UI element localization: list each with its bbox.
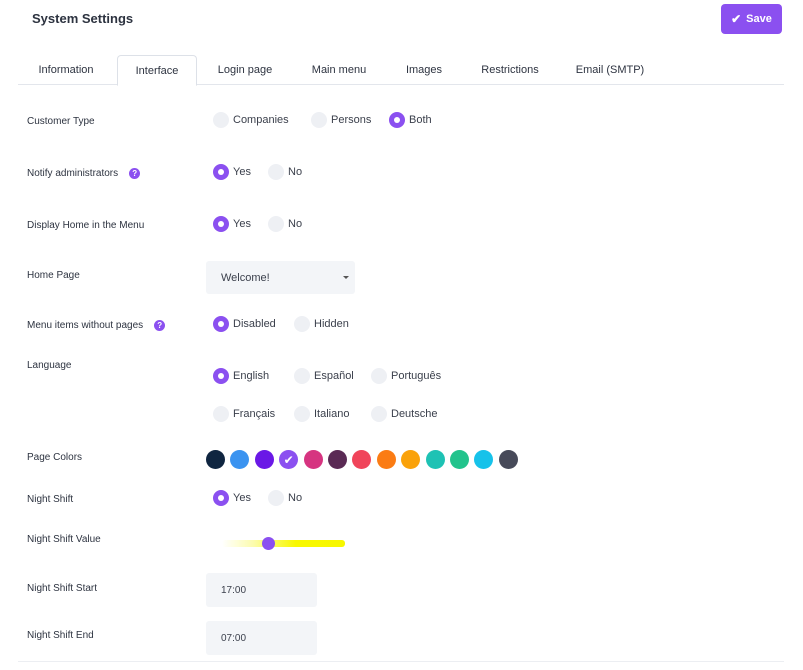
tab-information[interactable]: Information	[38, 64, 94, 76]
radio-circle-selected	[213, 368, 229, 384]
radio-circle	[268, 164, 284, 180]
radio-both[interactable]: Both	[389, 112, 432, 128]
radio-lang-espanol[interactable]: Español	[294, 368, 354, 384]
radio-circle	[268, 490, 284, 506]
radio-circle	[371, 368, 387, 384]
question-icon[interactable]: ?	[154, 320, 166, 331]
color-swatch[interactable]	[328, 450, 347, 469]
question-icon[interactable]: ?	[129, 168, 141, 179]
radio-lang-portugues[interactable]: Português	[371, 368, 441, 384]
radio-lang-italiano[interactable]: Italiano	[294, 406, 349, 422]
color-swatch[interactable]	[498, 450, 518, 469]
radio-lang-english[interactable]: English	[213, 368, 269, 384]
radio-persons[interactable]: Persons	[311, 112, 371, 128]
radio-display-home-no[interactable]: No	[268, 216, 302, 232]
radio-circle	[294, 368, 310, 384]
page-title: System Settings	[32, 11, 134, 26]
radio-circle	[294, 316, 310, 332]
tab-interface[interactable]: Interface	[117, 55, 197, 86]
home-page-label: Home Page	[27, 270, 80, 281]
color-swatch[interactable]	[352, 450, 372, 469]
check-icon: ✔	[731, 12, 742, 26]
night-shift-slider-thumb[interactable]	[262, 537, 276, 550]
display-home-label: Display Home in the Menu	[27, 220, 145, 231]
home-page-value: Welcome!	[221, 271, 270, 284]
color-swatch[interactable]	[450, 450, 469, 469]
color-swatch[interactable]	[474, 450, 494, 469]
radio-notify-yes[interactable]: Yes	[213, 164, 251, 180]
language-label: Language	[27, 360, 72, 371]
radio-circle-selected	[213, 164, 229, 180]
radio-lang-francais[interactable]: Français	[213, 406, 275, 422]
radio-circle	[294, 406, 310, 422]
color-swatch[interactable]	[206, 450, 225, 469]
night-shift-value-label: Night Shift Value	[27, 534, 101, 545]
night-shift-label: Night Shift	[27, 494, 74, 505]
caret-down-icon	[343, 276, 349, 279]
color-swatch[interactable]	[401, 450, 421, 469]
radio-lang-deutsche[interactable]: Deutsche	[371, 406, 437, 422]
radio-circle-selected	[213, 216, 229, 232]
tab-images[interactable]: Images	[405, 64, 443, 76]
radio-circle-selected	[213, 316, 229, 332]
tab-restrictions[interactable]: Restrictions	[481, 64, 539, 76]
radio-circle-selected	[389, 112, 405, 128]
night-shift-start-label: Night Shift Start	[27, 583, 98, 594]
home-page-select[interactable]: Welcome!	[206, 261, 355, 294]
night-shift-slider-track[interactable]	[222, 540, 345, 547]
divider	[18, 661, 784, 662]
tab-email-smtp[interactable]: Email (SMTP)	[575, 64, 645, 76]
tab-login-page[interactable]: Login page	[217, 64, 273, 76]
customer-type-label: Customer Type	[27, 116, 95, 127]
notify-admins-label: Notify administrators?	[27, 168, 141, 179]
tab-main-menu[interactable]: Main menu	[311, 64, 367, 76]
color-swatch[interactable]	[254, 450, 274, 469]
color-swatch[interactable]	[376, 450, 396, 469]
radio-night-shift-yes[interactable]: Yes	[213, 490, 251, 506]
radio-circle	[213, 112, 229, 128]
radio-circle-selected	[213, 490, 229, 506]
settings-tabs: Information Interface Login page Main me…	[18, 55, 784, 86]
color-swatch[interactable]	[230, 450, 250, 469]
color-swatch[interactable]	[303, 450, 323, 469]
radio-circle	[311, 112, 327, 128]
radio-display-home-yes[interactable]: Yes	[213, 216, 251, 232]
radio-circle	[268, 216, 284, 232]
radio-notify-no[interactable]: No	[268, 164, 302, 180]
color-swatch[interactable]	[425, 450, 445, 469]
color-swatch-selected[interactable]: ✔	[279, 450, 299, 469]
save-button-label: Save	[746, 13, 772, 25]
menu-items-label: Menu items without pages?	[27, 320, 166, 331]
night-shift-start-input[interactable]	[206, 573, 317, 607]
night-shift-end-label: Night Shift End	[27, 630, 94, 641]
radio-circle	[371, 406, 387, 422]
radio-menu-disabled[interactable]: Disabled	[213, 316, 276, 332]
radio-night-shift-no[interactable]: No	[268, 490, 302, 506]
page-colors-label: Page Colors	[27, 452, 83, 463]
save-button[interactable]: ✔ Save	[721, 4, 782, 34]
night-shift-end-input[interactable]	[206, 621, 317, 655]
radio-menu-hidden[interactable]: Hidden	[294, 316, 349, 332]
radio-circle	[213, 406, 229, 422]
radio-companies[interactable]: Companies	[213, 112, 289, 128]
